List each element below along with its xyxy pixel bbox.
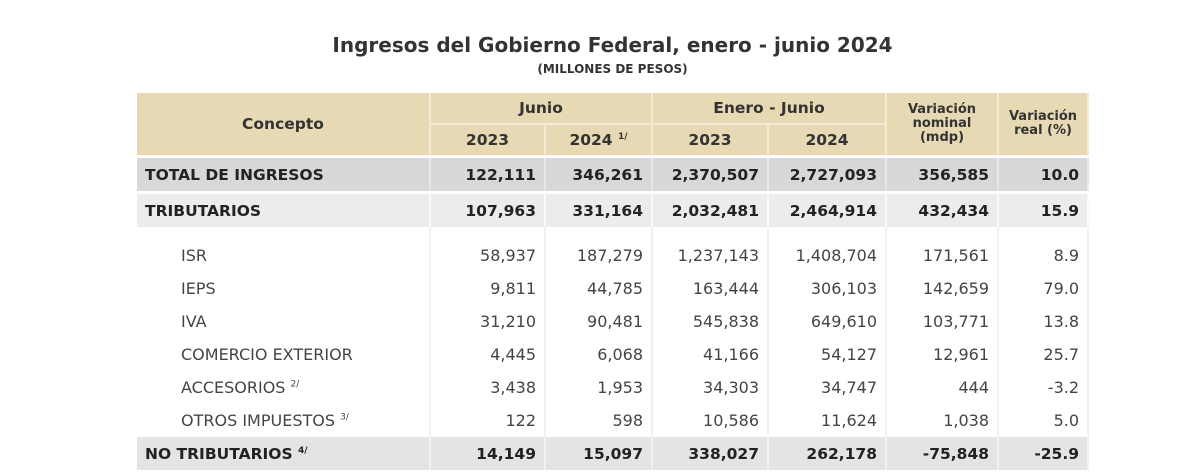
header-ej-2023: 2023 xyxy=(652,123,769,157)
cell-value: 142,659 xyxy=(886,272,1000,305)
cell-value: 356,585 xyxy=(886,155,1000,193)
header-var-real: Variación real (%) xyxy=(998,93,1090,157)
cell-value: 346,261 xyxy=(545,155,653,193)
cell-value: 2,032,481 xyxy=(652,191,769,227)
row-label: ACCESORIOS 2/ xyxy=(137,371,431,404)
header-ej-2024: 2024 xyxy=(768,123,888,157)
header-concepto: Concepto xyxy=(137,93,431,157)
table-row: ISR 58,937 187,279 1,237,143 1,408,704 171,56… xyxy=(137,227,1090,272)
header-junio-2023: 2023 xyxy=(430,123,546,157)
cell-value: 331,164 xyxy=(545,191,653,227)
header-var-nominal: Variación nominal (mdp) xyxy=(886,93,1000,157)
cell-value: 2,464,914 xyxy=(768,191,888,227)
cell-value: 187,279 xyxy=(545,227,653,272)
cell-value: 6,068 xyxy=(545,338,653,371)
table-row: NO TRIBUTARIOS 4/14,149 15,097 338,027 262,… xyxy=(137,437,1090,470)
table-row: TRIBUTARIOS 107,963 331,164 2,032,481 2,464,… xyxy=(137,191,1090,227)
cell-value: 15,097 xyxy=(545,437,653,470)
cell-value: 41,166 xyxy=(652,338,769,371)
row-label: OTROS IMPUESTOS 3/ xyxy=(137,404,431,437)
cell-value: 58,937 xyxy=(430,227,546,272)
cell-value: 545,838 xyxy=(652,305,769,338)
row-label: IEPS xyxy=(137,272,431,305)
cell-value: 10.0 xyxy=(998,155,1090,193)
table-row: IVA 31,210 90,481 545,838 649,610 103,771 13.8 xyxy=(137,305,1090,338)
page-title: Ingresos del Gobierno Federal, enero - j… xyxy=(332,33,893,57)
table-row: COMERCIO EXTERIOR 4,445 6,068 41,166 54,127 1… xyxy=(137,338,1090,371)
cell-value: 171,561 xyxy=(886,227,1000,272)
table-row: OTROS IMPUESTOS 3/122 598 10,586 11,624 1,03… xyxy=(137,404,1090,437)
cell-value: 1,237,143 xyxy=(652,227,769,272)
cell-value: 122 xyxy=(430,404,546,437)
cell-value: 54,127 xyxy=(768,338,888,371)
cell-value: 122,111 xyxy=(430,155,546,193)
revenue-table: Concepto Junio Enero - Junio Variación n… xyxy=(137,93,1090,470)
cell-value: 338,027 xyxy=(652,437,769,470)
cell-value: 79.0 xyxy=(998,272,1090,305)
cell-value: 25.7 xyxy=(998,338,1090,371)
header-junio: Junio xyxy=(430,93,653,124)
cell-value: 649,610 xyxy=(768,305,888,338)
cell-value: 44,785 xyxy=(545,272,653,305)
page-subtitle: (MILLONES DE PESOS) xyxy=(537,62,688,76)
cell-value: 34,303 xyxy=(652,371,769,404)
row-label: TRIBUTARIOS xyxy=(137,191,431,227)
cell-value: 2,727,093 xyxy=(768,155,888,193)
cell-value: 34,747 xyxy=(768,371,888,404)
table-row: IEPS 9,811 44,785 163,444 306,103 142,659 79.0 xyxy=(137,272,1090,305)
cell-value: 107,963 xyxy=(430,191,546,227)
cell-value: 90,481 xyxy=(545,305,653,338)
cell-value: 306,103 xyxy=(768,272,888,305)
cell-value: 432,434 xyxy=(886,191,1000,227)
header-junio-2024: 2024 1/ xyxy=(545,123,653,157)
row-label: IVA xyxy=(137,305,431,338)
cell-value: 13.8 xyxy=(998,305,1090,338)
cell-value: -75,848 xyxy=(886,437,1000,470)
cell-value: 163,444 xyxy=(652,272,769,305)
cell-value: 9,811 xyxy=(430,272,546,305)
row-label: COMERCIO EXTERIOR xyxy=(137,338,431,371)
cell-value: 103,771 xyxy=(886,305,1000,338)
cell-value: 14,149 xyxy=(430,437,546,470)
table-row: TOTAL DE INGRESOS 122,111 346,261 2,370,507… xyxy=(137,155,1090,193)
cell-value: 262,178 xyxy=(768,437,888,470)
cell-value: 5.0 xyxy=(998,404,1090,437)
cell-value: 10,586 xyxy=(652,404,769,437)
row-label: TOTAL DE INGRESOS xyxy=(137,155,431,193)
cell-value: 11,624 xyxy=(768,404,888,437)
row-label: NO TRIBUTARIOS 4/ xyxy=(137,437,431,470)
cell-value: 1,953 xyxy=(545,371,653,404)
cell-value: 3,438 xyxy=(430,371,546,404)
cell-value: 8.9 xyxy=(998,227,1090,272)
header-enero-junio: Enero - Junio xyxy=(652,93,888,124)
cell-value: 12,961 xyxy=(886,338,1000,371)
row-label: ISR xyxy=(137,227,431,272)
cell-value: 1,038 xyxy=(886,404,1000,437)
table-row: ACCESORIOS 2/3,438 1,953 34,303 34,747 444 -3… xyxy=(137,371,1090,404)
cell-value: 15.9 xyxy=(998,191,1090,227)
cell-value: 31,210 xyxy=(430,305,546,338)
cell-value: 1,408,704 xyxy=(768,227,888,272)
cell-value: 444 xyxy=(886,371,1000,404)
cell-value: -3.2 xyxy=(998,371,1090,404)
cell-value: -25.9 xyxy=(998,437,1090,470)
cell-value: 4,445 xyxy=(430,338,546,371)
cell-value: 598 xyxy=(545,404,653,437)
cell-value: 2,370,507 xyxy=(652,155,769,193)
